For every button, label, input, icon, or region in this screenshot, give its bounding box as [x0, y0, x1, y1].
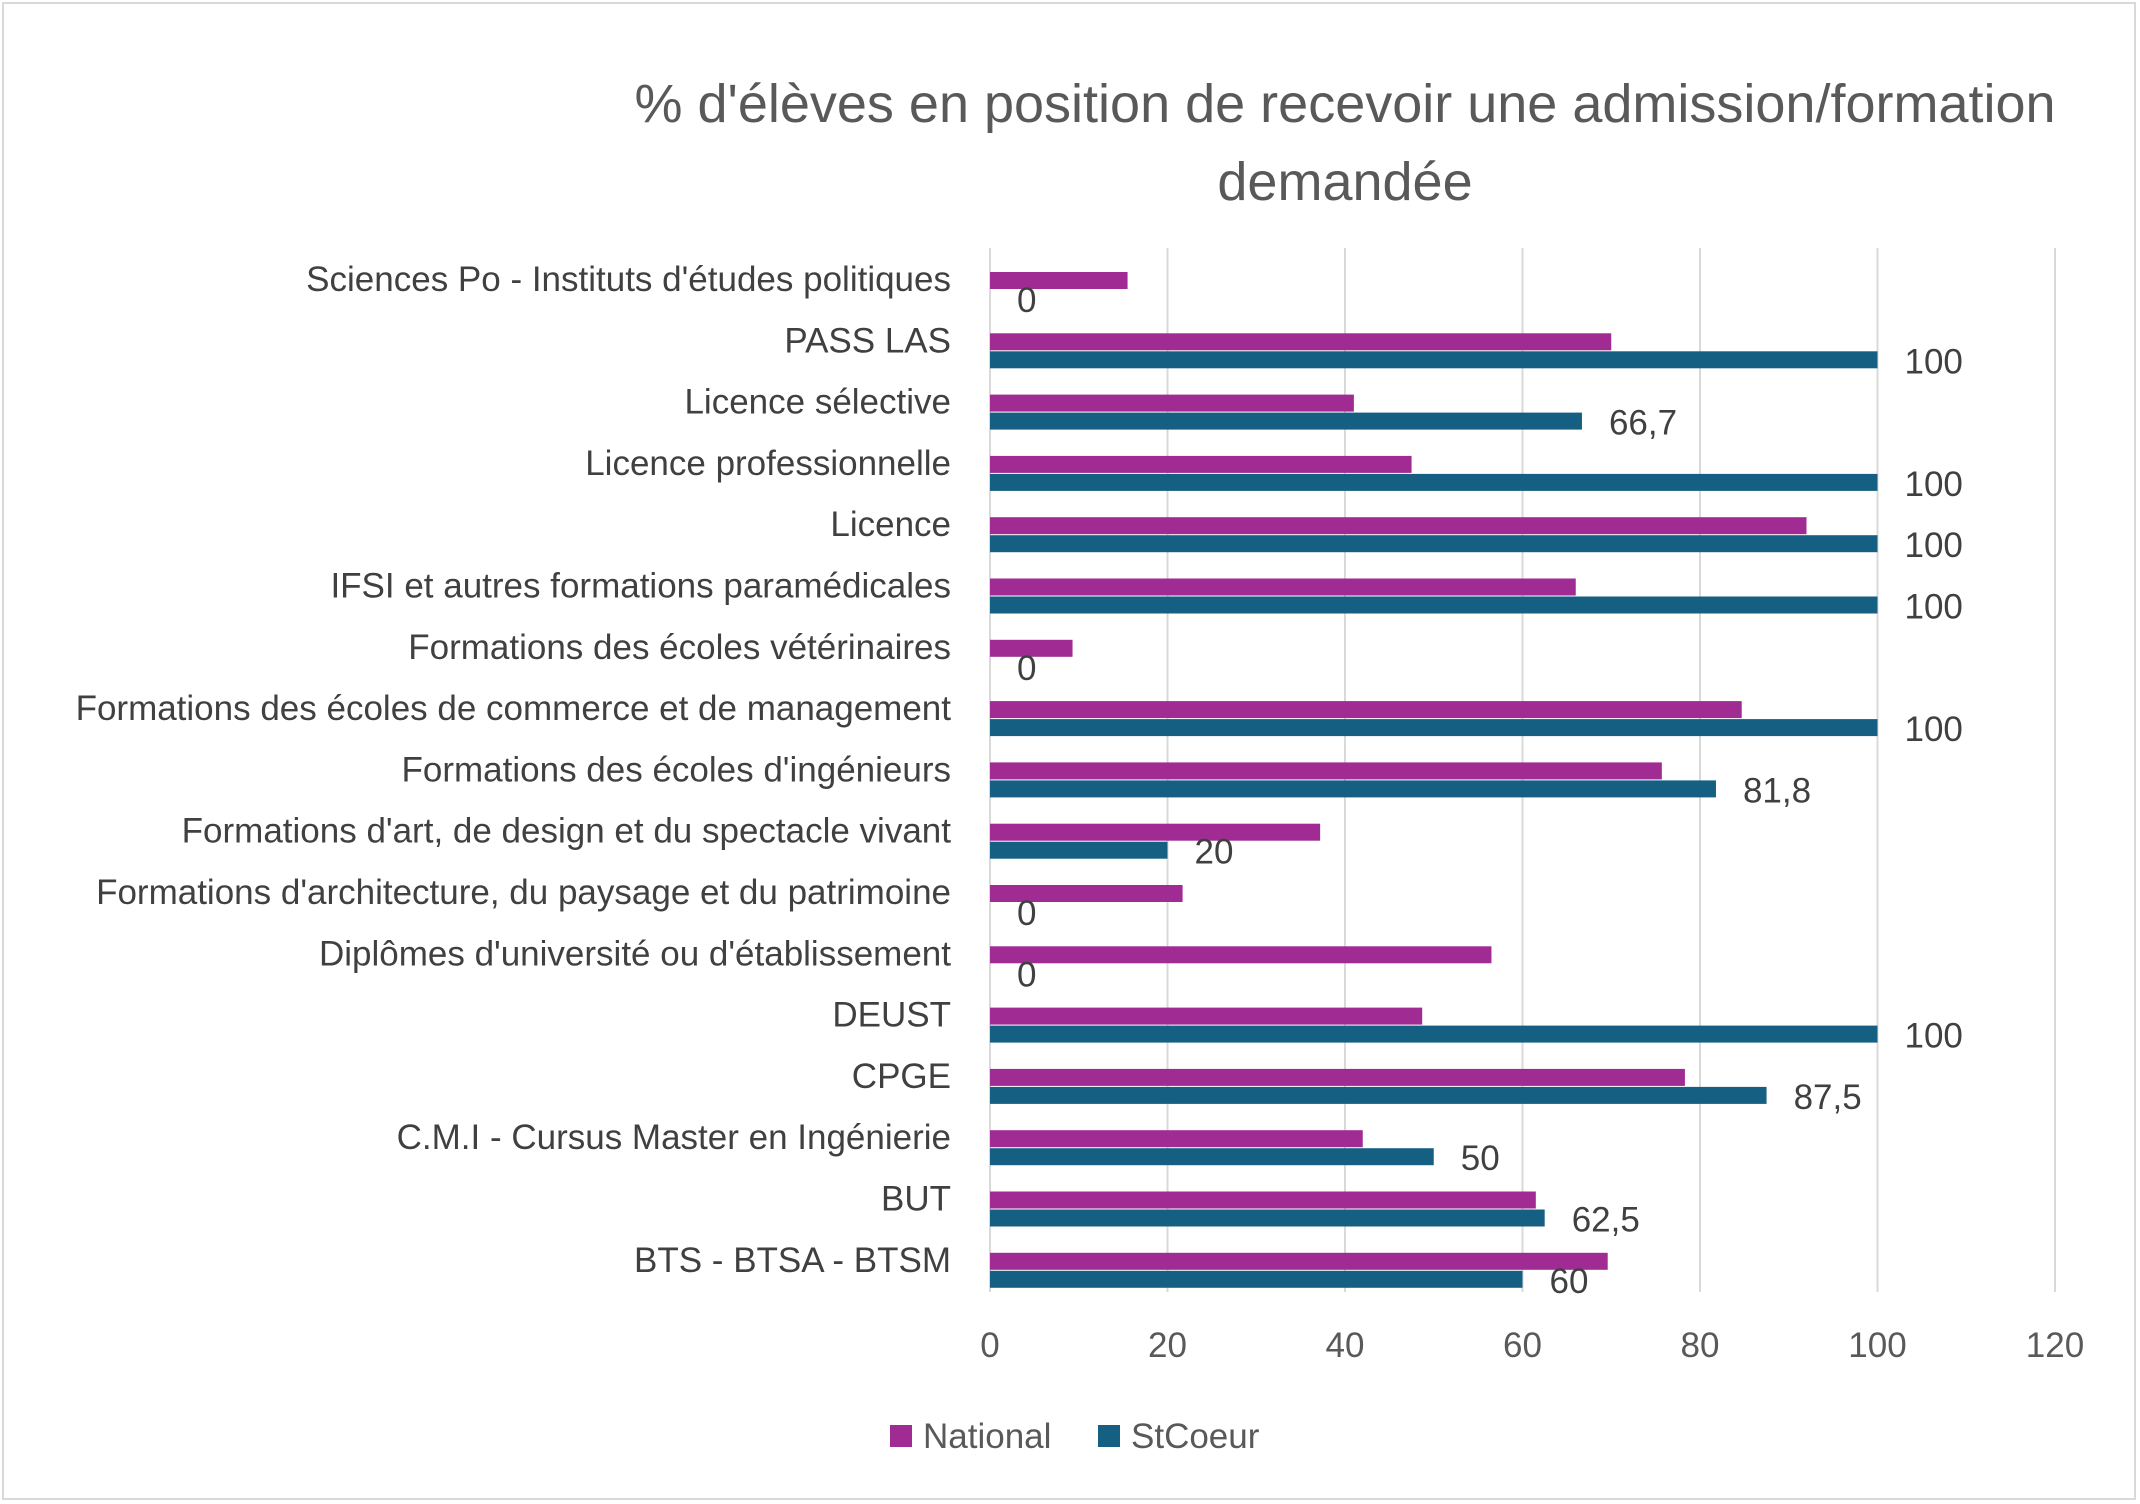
- category-label-licence-professionnelle: Licence professionnelle: [585, 444, 951, 483]
- bar-stcoeur-c-m-i-cursus-master-en-ingenierie: [990, 1148, 1434, 1166]
- x-tick-label-0: 0: [980, 1326, 999, 1365]
- bar-national-licence-selective: [990, 394, 1354, 412]
- category-label-formations-d-architecture-du-paysage-et-du-patrimoine: Formations d'architecture, du paysage et…: [96, 873, 951, 912]
- bar-stcoeur-ifsi-et-autres-formations-paramedicales: [990, 596, 1878, 614]
- category-label-formations-des-ecoles-de-commerce-et-de-management: Formations des écoles de commerce et de …: [76, 689, 952, 728]
- category-label-c-m-i-cursus-master-en-ingenierie: C.M.I - Cursus Master en Ingénierie: [397, 1118, 951, 1157]
- bar-national-formations-d-art-de-design-et-du-spectacle-vivant: [990, 823, 1321, 841]
- category-label-licence-selective: Licence sélective: [684, 383, 951, 422]
- data-label-stcoeur-pass-las: 100: [1905, 342, 1963, 381]
- chart-title: % d'élèves en position de recevoir une a…: [634, 74, 2055, 212]
- bar-stcoeur-deust: [990, 1025, 1878, 1043]
- data-label-stcoeur-formations-des-ecoles-d-ingenieurs: 81,8: [1743, 771, 1811, 810]
- legend-label-national: National: [923, 1417, 1051, 1456]
- data-label-stcoeur-licence: 100: [1905, 526, 1963, 565]
- legend-label-stcoeur: StCoeur: [1131, 1417, 1260, 1456]
- category-label-but: BUT: [881, 1180, 951, 1219]
- data-label-stcoeur-bts-btsa-btsm: 60: [1550, 1262, 1589, 1301]
- category-label-formations-des-ecoles-d-ingenieurs: Formations des écoles d'ingénieurs: [402, 750, 951, 789]
- category-label-bts-btsa-btsm: BTS - BTSA - BTSM: [634, 1241, 951, 1280]
- category-label-licence: Licence: [830, 505, 951, 544]
- category-label-diplomes-d-universite-ou-d-etablissement: Diplômes d'université ou d'établissement: [319, 934, 951, 973]
- data-label-stcoeur-c-m-i-cursus-master-en-ingenierie: 50: [1461, 1139, 1500, 1178]
- data-label-stcoeur-formations-des-ecoles-de-commerce-et-de-management: 100: [1905, 710, 1963, 749]
- bar-national-formations-des-ecoles-d-ingenieurs: [990, 762, 1662, 780]
- category-label-deust: DEUST: [832, 996, 951, 1035]
- x-tick-label-80: 80: [1681, 1326, 1720, 1365]
- bar-national-bts-btsa-btsm: [990, 1252, 1608, 1270]
- chart-title-line-2: demandée: [1217, 152, 1472, 212]
- data-label-stcoeur-formations-d-architecture-du-paysage-et-du-patrimoine: 0: [1017, 894, 1036, 933]
- data-label-stcoeur-licence-selective: 66,7: [1609, 404, 1677, 443]
- bar-national-deust: [990, 1007, 1423, 1025]
- category-label-formations-des-ecoles-veterinaires: Formations des écoles vétérinaires: [408, 628, 951, 667]
- category-label-sciences-po-instituts-d-etudes-politiques: Sciences Po - Instituts d'études politiq…: [306, 260, 951, 299]
- bar-stcoeur-pass-las: [990, 351, 1878, 369]
- x-tick-label-40: 40: [1326, 1326, 1365, 1365]
- data-label-stcoeur-but: 62,5: [1572, 1201, 1640, 1240]
- category-label-formations-d-art-de-design-et-du-spectacle-vivant: Formations d'art, de design et du specta…: [182, 812, 952, 851]
- bar-stcoeur-formations-d-art-de-design-et-du-spectacle-vivant: [990, 841, 1168, 859]
- category-label-cpge: CPGE: [852, 1057, 951, 1096]
- data-label-stcoeur-licence-professionnelle: 100: [1905, 465, 1963, 504]
- data-label-stcoeur-deust: 100: [1905, 1017, 1963, 1056]
- bar-stcoeur-formations-des-ecoles-de-commerce-et-de-management: [990, 719, 1878, 737]
- data-label-stcoeur-formations-d-art-de-design-et-du-spectacle-vivant: 20: [1195, 833, 1234, 872]
- bar-stcoeur-bts-btsa-btsm: [990, 1270, 1523, 1288]
- bar-stcoeur-licence: [990, 535, 1878, 553]
- bars: [990, 272, 1878, 1288]
- bar-national-c-m-i-cursus-master-en-ingenierie: [990, 1130, 1363, 1148]
- bar-national-diplomes-d-universite-ou-d-etablissement: [990, 946, 1492, 964]
- bar-national-formations-des-ecoles-de-commerce-et-de-management: [990, 701, 1742, 719]
- x-tick-label-100: 100: [1848, 1326, 1906, 1365]
- data-label-stcoeur-sciences-po-instituts-d-etudes-politiques: 0: [1017, 281, 1036, 320]
- bar-national-pass-las: [990, 333, 1612, 351]
- x-axis-tick-labels: 0 20 40 60 80 100 120: [980, 1326, 2084, 1365]
- bar-national-cpge: [990, 1068, 1685, 1086]
- data-label-stcoeur-diplomes-d-universite-ou-d-etablissement: 0: [1017, 955, 1036, 994]
- bar-national-licence-professionnelle: [990, 455, 1412, 473]
- x-tick-label-120: 120: [2026, 1326, 2084, 1365]
- bar-stcoeur-formations-des-ecoles-d-ingenieurs: [990, 780, 1716, 798]
- bar-stcoeur-but: [990, 1209, 1545, 1227]
- data-label-stcoeur-cpge: 87,5: [1794, 1078, 1862, 1117]
- legend-swatch-stcoeur: [1098, 1425, 1120, 1447]
- bar-stcoeur-licence-professionnelle: [990, 473, 1878, 491]
- legend: National StCoeur: [890, 1417, 1260, 1456]
- bar-national-formations-des-ecoles-veterinaires: [990, 639, 1073, 657]
- data-label-stcoeur-ifsi-et-autres-formations-paramedicales: 100: [1905, 588, 1963, 627]
- x-tick-label-60: 60: [1503, 1326, 1542, 1365]
- bar-national-formations-d-architecture-du-paysage-et-du-patrimoine: [990, 885, 1183, 902]
- bar-stcoeur-licence-selective: [990, 412, 1582, 430]
- category-label-ifsi-et-autres-formations-paramedicales: IFSI et autres formations paramédicales: [330, 567, 951, 606]
- category-labels: Sciences Po - Instituts d'études politiq…: [76, 260, 952, 1280]
- bar-national-ifsi-et-autres-formations-paramedicales: [990, 578, 1576, 596]
- chart-title-line-1: % d'élèves en position de recevoir une a…: [634, 74, 2055, 134]
- bar-national-licence: [990, 517, 1807, 535]
- legend-swatch-national: [890, 1425, 912, 1447]
- bar-national-but: [990, 1191, 1536, 1209]
- bar-stcoeur-cpge: [990, 1086, 1767, 1104]
- bar-national-sciences-po-instituts-d-etudes-politiques: [990, 272, 1128, 289]
- data-labels: 0 100 66,7 100 100 100 0 100 81,8 20 0 0 100 87,5 50 62…: [1017, 281, 1963, 1301]
- data-label-stcoeur-formations-des-ecoles-veterinaires: 0: [1017, 649, 1036, 688]
- x-tick-label-20: 20: [1148, 1326, 1187, 1365]
- category-label-pass-las: PASS LAS: [784, 321, 951, 360]
